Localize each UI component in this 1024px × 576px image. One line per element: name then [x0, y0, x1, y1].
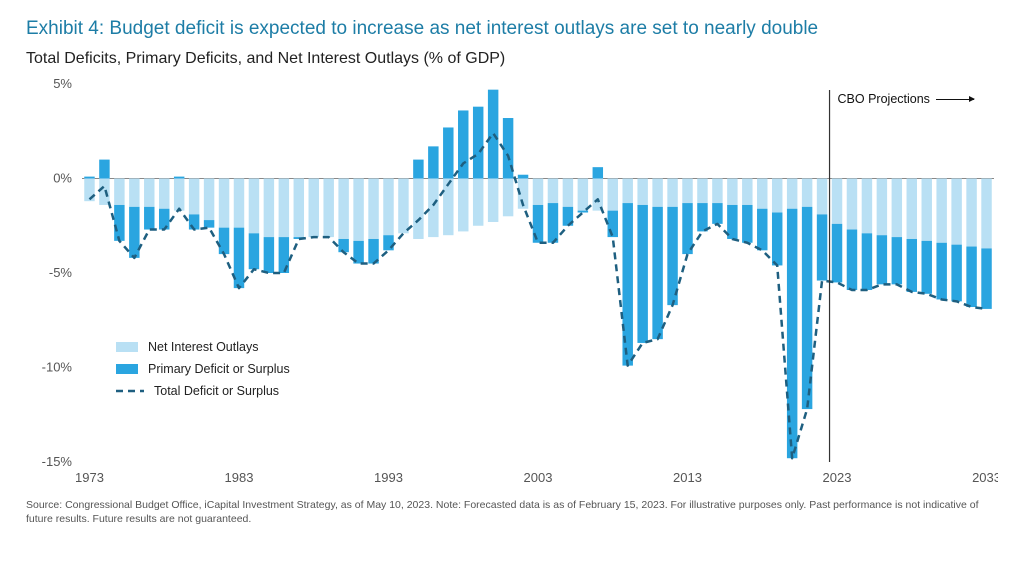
svg-text:0%: 0% [53, 171, 72, 186]
legend-item-net-interest: Net Interest Outlays [116, 336, 290, 358]
legend-label: Primary Deficit or Surplus [148, 362, 290, 376]
source-footnote: Source: Congressional Budget Office, iCa… [26, 498, 998, 526]
exhibit-subtitle: Total Deficits, Primary Deficits, and Ne… [26, 50, 998, 68]
projection-label: CBO Projections [838, 92, 930, 106]
legend-label: Total Deficit or Surplus [154, 384, 279, 398]
legend-swatch-total-line [116, 386, 144, 396]
svg-text:2013: 2013 [673, 470, 702, 485]
svg-text:1993: 1993 [374, 470, 403, 485]
svg-text:1983: 1983 [225, 470, 254, 485]
svg-text:2003: 2003 [524, 470, 553, 485]
legend-item-total: Total Deficit or Surplus [116, 380, 290, 402]
svg-text:2033: 2033 [972, 470, 998, 485]
svg-text:-15%: -15% [42, 454, 73, 469]
legend-swatch-primary [116, 364, 138, 374]
chart-svg: 5% 0% -5% -10% -15%1973 1983 1993 2003 2013 2023 2… [26, 72, 998, 492]
svg-text:1973: 1973 [75, 470, 104, 485]
arrow-right-icon [936, 99, 974, 100]
exhibit-title: Exhibit 4: Budget deficit is expected to… [26, 18, 998, 40]
projection-annotation: CBO Projections [838, 92, 974, 106]
exhibit-page: Exhibit 4: Budget deficit is expected to… [0, 0, 1024, 576]
legend: Net Interest Outlays Primary Deficit or … [116, 336, 290, 402]
legend-item-primary: Primary Deficit or Surplus [116, 358, 290, 380]
legend-label: Net Interest Outlays [148, 340, 258, 354]
svg-text:-5%: -5% [49, 265, 73, 280]
legend-swatch-net-interest [116, 342, 138, 352]
svg-text:-10%: -10% [42, 360, 73, 375]
svg-text:5%: 5% [53, 76, 72, 91]
svg-text:2023: 2023 [823, 470, 852, 485]
chart-area: 5% 0% -5% -10% -15%1973 1983 1993 2003 2013 2023 2… [26, 72, 998, 492]
